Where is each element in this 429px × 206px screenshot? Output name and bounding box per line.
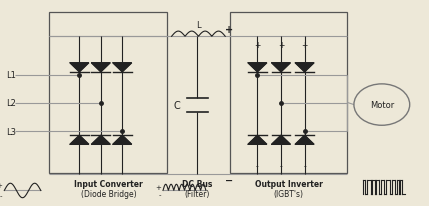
Text: +: +: [302, 41, 308, 50]
Polygon shape: [248, 136, 267, 145]
Text: +: +: [155, 184, 161, 190]
Bar: [49, 13, 167, 173]
Text: +: +: [254, 41, 260, 50]
Text: (Diode Bridge): (Diode Bridge): [81, 190, 136, 198]
Text: -: -: [0, 193, 2, 199]
Polygon shape: [70, 136, 89, 145]
Text: -: -: [158, 191, 161, 197]
Text: (IGBT's): (IGBT's): [274, 190, 303, 198]
Text: +: +: [225, 25, 233, 35]
Polygon shape: [272, 136, 290, 145]
Text: (Filter): (Filter): [184, 190, 210, 198]
Text: +: +: [0, 183, 2, 188]
Text: DC Bus: DC Bus: [182, 179, 212, 188]
Polygon shape: [295, 63, 314, 73]
Text: L: L: [196, 21, 201, 30]
Text: C: C: [173, 101, 180, 111]
Polygon shape: [70, 63, 89, 73]
Text: Output Inverter: Output Inverter: [254, 179, 323, 188]
Text: L3: L3: [6, 127, 16, 136]
Polygon shape: [91, 63, 110, 73]
Text: Motor: Motor: [370, 101, 394, 110]
Polygon shape: [113, 63, 132, 73]
Ellipse shape: [354, 84, 410, 126]
Text: L1: L1: [6, 71, 16, 80]
Polygon shape: [272, 63, 290, 73]
Text: Input Converter: Input Converter: [74, 179, 143, 188]
Text: +: +: [278, 41, 284, 50]
Text: -: -: [303, 161, 306, 170]
Bar: [230, 13, 347, 173]
Polygon shape: [295, 136, 314, 145]
Text: -: -: [256, 161, 259, 170]
Text: L2: L2: [6, 98, 16, 108]
Polygon shape: [248, 63, 267, 73]
Polygon shape: [91, 136, 110, 145]
Polygon shape: [113, 136, 132, 145]
Text: -: -: [280, 161, 282, 170]
Text: −: −: [225, 175, 233, 185]
